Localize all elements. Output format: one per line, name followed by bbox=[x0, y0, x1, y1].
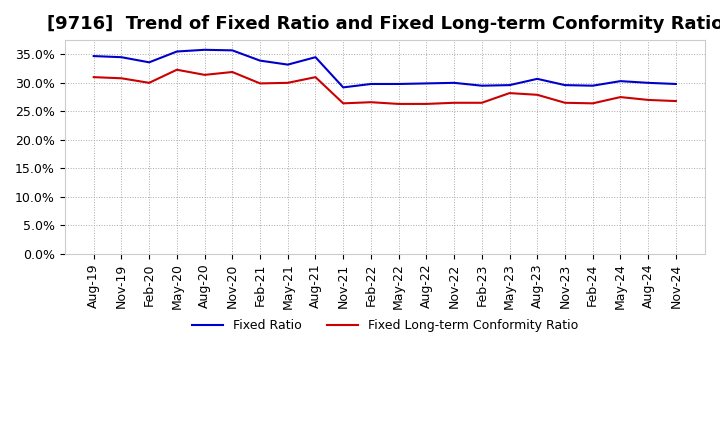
Fixed Ratio bbox=[200, 47, 209, 52]
Fixed Ratio bbox=[561, 82, 570, 88]
Fixed Ratio bbox=[588, 83, 597, 88]
Fixed Long-term Conformity Ratio bbox=[117, 76, 126, 81]
Fixed Ratio bbox=[366, 81, 375, 87]
Line: Fixed Ratio: Fixed Ratio bbox=[94, 50, 676, 88]
Fixed Ratio bbox=[339, 85, 348, 90]
Fixed Ratio bbox=[89, 53, 98, 59]
Fixed Long-term Conformity Ratio bbox=[284, 80, 292, 85]
Fixed Ratio bbox=[395, 81, 403, 87]
Fixed Ratio bbox=[228, 48, 237, 53]
Fixed Long-term Conformity Ratio bbox=[422, 101, 431, 106]
Fixed Long-term Conformity Ratio bbox=[477, 100, 486, 106]
Fixed Long-term Conformity Ratio bbox=[561, 100, 570, 106]
Fixed Ratio bbox=[311, 55, 320, 60]
Fixed Long-term Conformity Ratio bbox=[145, 80, 153, 85]
Fixed Ratio bbox=[505, 82, 514, 88]
Fixed Long-term Conformity Ratio bbox=[339, 101, 348, 106]
Fixed Ratio bbox=[173, 49, 181, 54]
Fixed Long-term Conformity Ratio bbox=[366, 99, 375, 105]
Fixed Ratio bbox=[672, 81, 680, 87]
Fixed Long-term Conformity Ratio bbox=[616, 95, 625, 100]
Fixed Ratio bbox=[145, 60, 153, 65]
Fixed Long-term Conformity Ratio bbox=[672, 99, 680, 104]
Fixed Long-term Conformity Ratio bbox=[228, 70, 237, 75]
Line: Fixed Long-term Conformity Ratio: Fixed Long-term Conformity Ratio bbox=[94, 70, 676, 104]
Fixed Long-term Conformity Ratio bbox=[505, 91, 514, 96]
Fixed Long-term Conformity Ratio bbox=[644, 97, 652, 103]
Fixed Ratio bbox=[117, 55, 126, 60]
Fixed Long-term Conformity Ratio bbox=[450, 100, 459, 106]
Fixed Ratio bbox=[422, 81, 431, 86]
Fixed Long-term Conformity Ratio bbox=[311, 74, 320, 80]
Fixed Ratio bbox=[450, 80, 459, 85]
Fixed Ratio bbox=[533, 76, 541, 81]
Fixed Long-term Conformity Ratio bbox=[588, 101, 597, 106]
Fixed Long-term Conformity Ratio bbox=[395, 101, 403, 106]
Fixed Ratio bbox=[616, 78, 625, 84]
Legend: Fixed Ratio, Fixed Long-term Conformity Ratio: Fixed Ratio, Fixed Long-term Conformity … bbox=[186, 314, 583, 337]
Fixed Ratio bbox=[644, 80, 652, 85]
Fixed Long-term Conformity Ratio bbox=[256, 81, 264, 86]
Fixed Long-term Conformity Ratio bbox=[173, 67, 181, 72]
Fixed Long-term Conformity Ratio bbox=[89, 74, 98, 80]
Fixed Ratio bbox=[477, 83, 486, 88]
Fixed Long-term Conformity Ratio bbox=[533, 92, 541, 97]
Fixed Ratio bbox=[284, 62, 292, 67]
Fixed Ratio bbox=[256, 58, 264, 63]
Title: [9716]  Trend of Fixed Ratio and Fixed Long-term Conformity Ratio: [9716] Trend of Fixed Ratio and Fixed Lo… bbox=[47, 15, 720, 33]
Fixed Long-term Conformity Ratio bbox=[200, 72, 209, 77]
